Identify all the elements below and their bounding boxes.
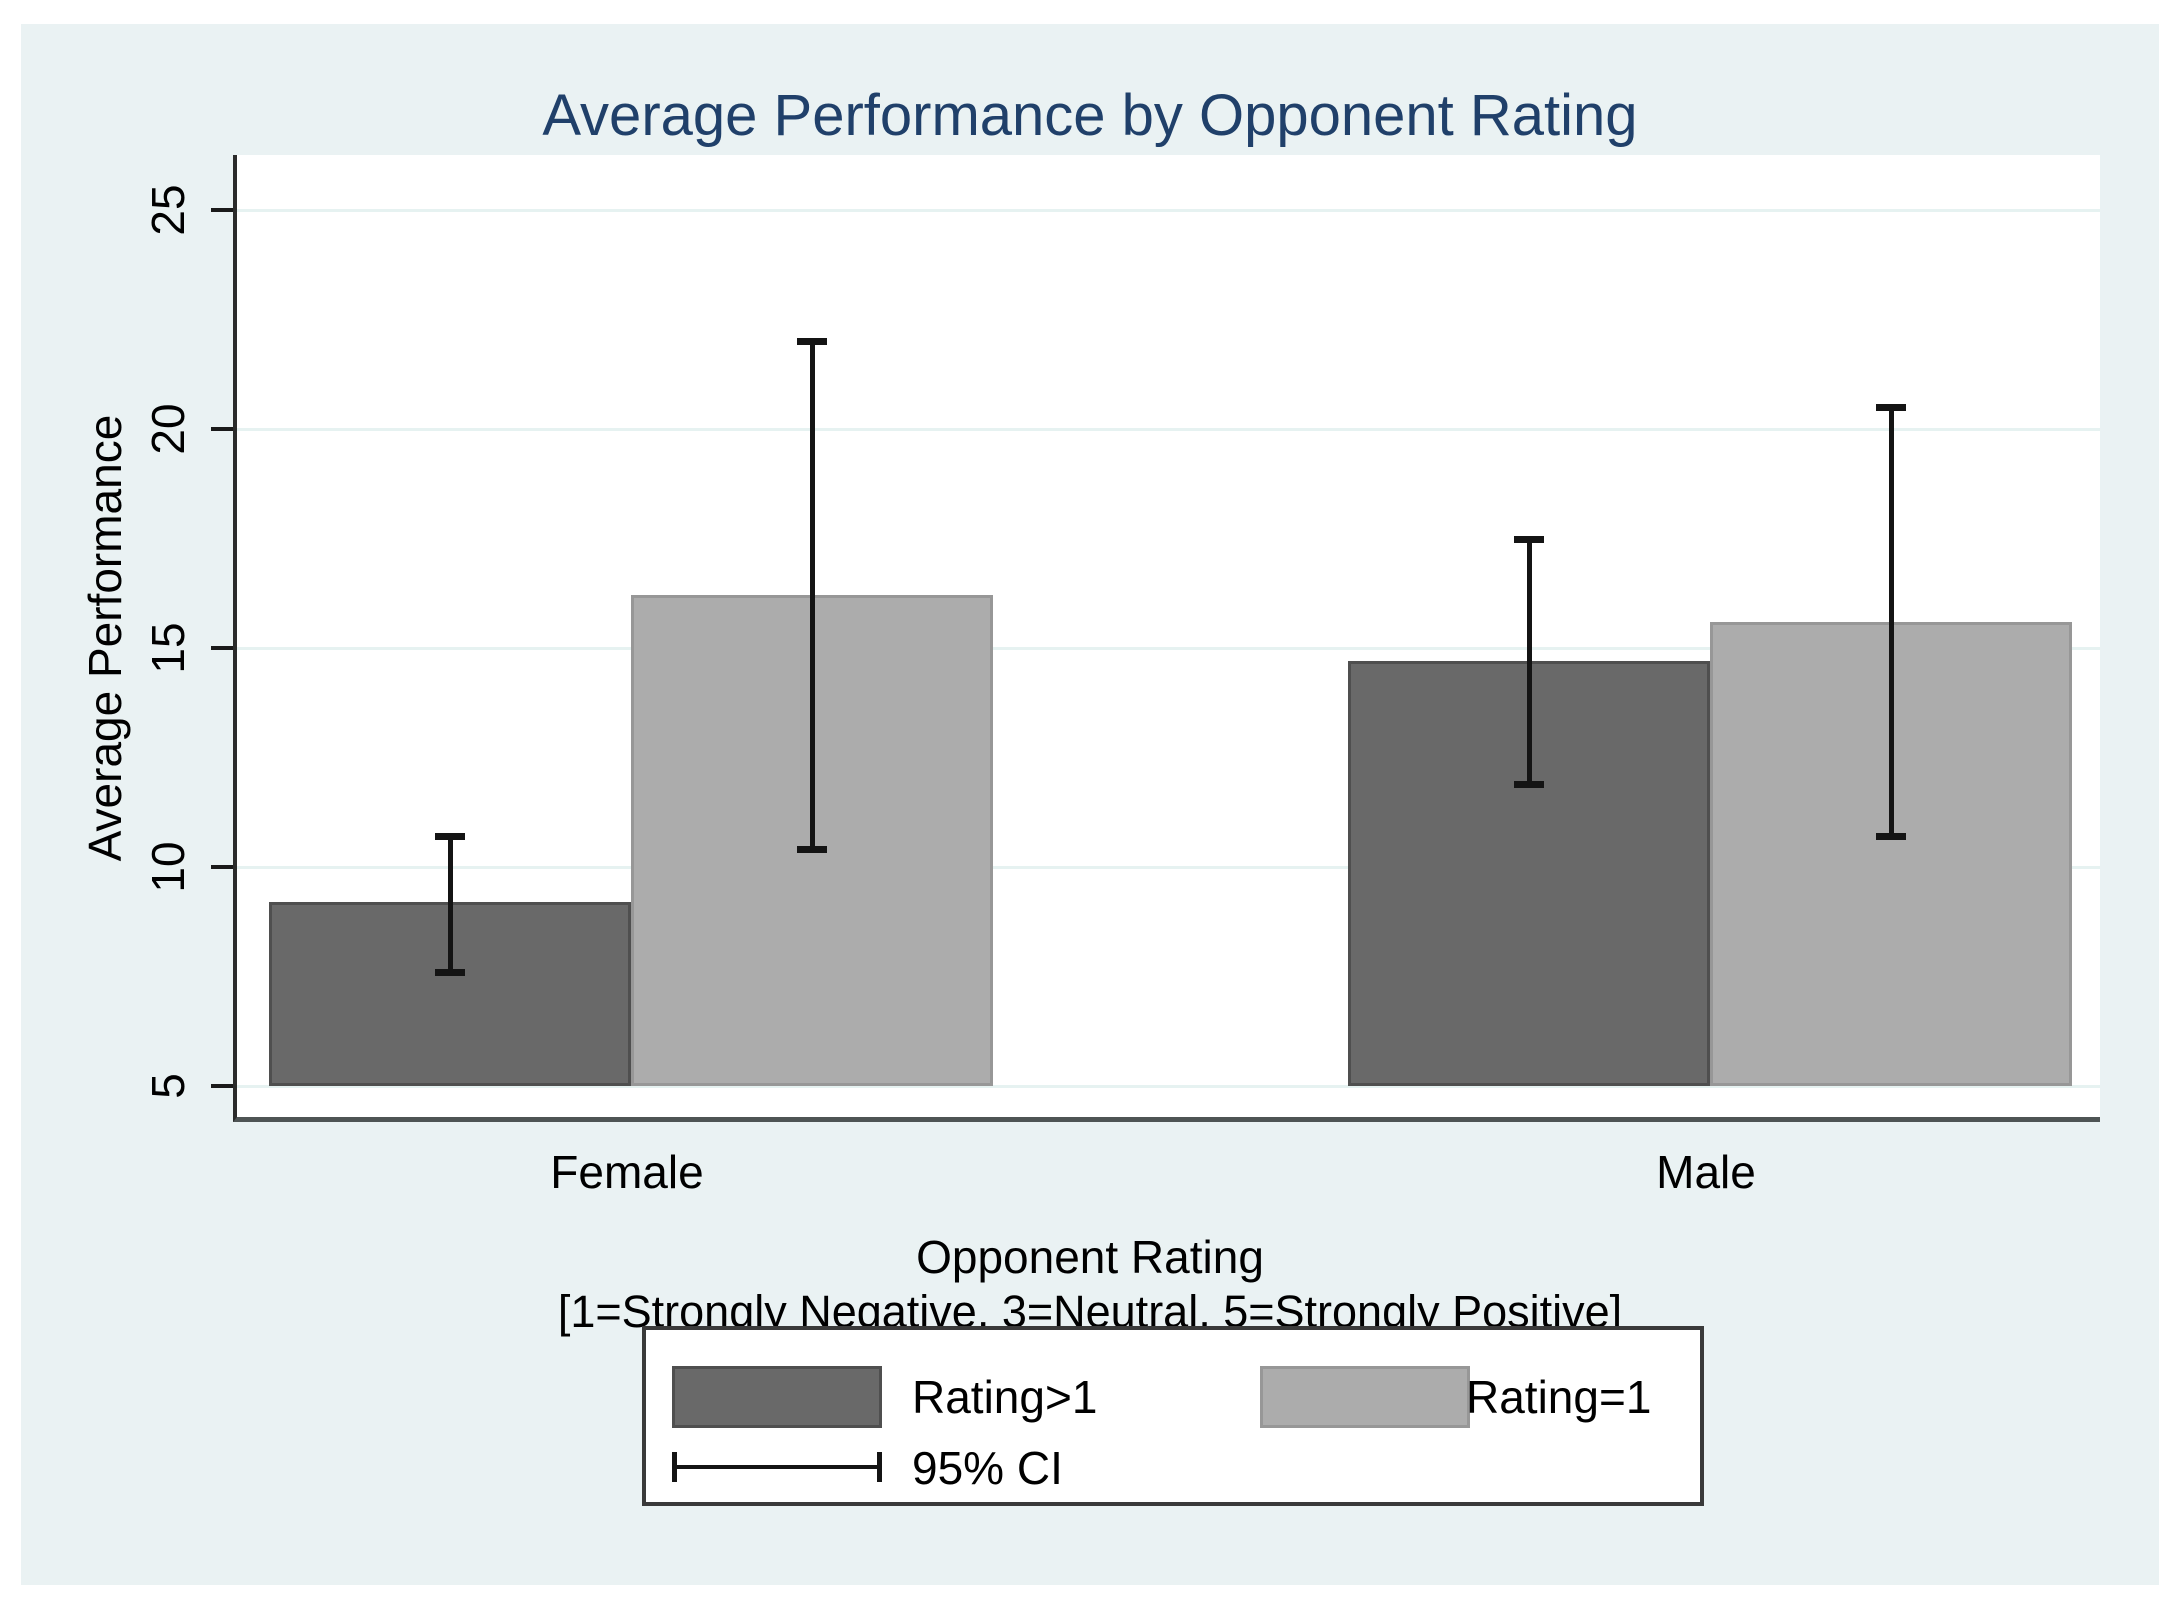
gridline <box>237 209 2100 212</box>
y-tick-label: 5 <box>142 1073 194 1099</box>
y-axis-title: Average Performance <box>79 414 131 862</box>
y-tick-label: 15 <box>142 622 194 674</box>
y-tick-label: 20 <box>142 403 194 455</box>
x-axis-title-line1: Opponent Rating <box>916 1231 1264 1283</box>
legend-label-ci: 95% CI <box>912 1442 1063 1494</box>
legend-label-rating-gt-1: Rating>1 <box>912 1371 1098 1423</box>
error-bar-stem <box>1889 407 1894 837</box>
legend-box: Rating>1 Rating=1 95% CI <box>642 1326 1704 1506</box>
error-bar-cap-top <box>797 338 827 346</box>
error-bar-stem <box>1527 538 1532 784</box>
gridline <box>237 428 2100 431</box>
legend-swatch-rating-gt-1 <box>672 1366 882 1428</box>
error-bar-cap-bottom <box>797 846 827 854</box>
graph-region: Average Performance by Opponent Rating 5… <box>21 24 2159 1585</box>
legend-swatch-rating-eq-1 <box>1260 1366 1470 1428</box>
y-axis-tick <box>211 208 233 212</box>
error-bar-cap-top <box>1514 535 1544 543</box>
legend-label-rating-eq-1: Rating=1 <box>1466 1371 1652 1423</box>
gridline <box>237 866 2100 869</box>
y-tick-label: 10 <box>142 841 194 893</box>
gridline <box>237 647 2100 650</box>
error-bar-stem <box>448 836 453 973</box>
plot-area <box>233 155 2100 1122</box>
y-axis-tick <box>211 865 233 869</box>
y-axis-tick <box>211 427 233 431</box>
error-bar-cap-bottom <box>435 969 465 977</box>
chart-title: Average Performance by Opponent Rating <box>542 83 1638 148</box>
gridline <box>237 1085 2100 1088</box>
error-bar-stem <box>810 341 815 850</box>
x-category-label-female: Female <box>550 1146 704 1198</box>
y-axis-tick <box>211 646 233 650</box>
x-category-label-male: Male <box>1656 1146 1756 1198</box>
error-bar-cap-top <box>1876 404 1906 412</box>
error-bar-cap-bottom <box>1876 833 1906 841</box>
y-axis-tick <box>211 1084 233 1088</box>
y-tick-label: 25 <box>142 184 194 236</box>
error-bar-cap-bottom <box>1514 780 1544 788</box>
error-bar-cap-top <box>435 833 465 841</box>
